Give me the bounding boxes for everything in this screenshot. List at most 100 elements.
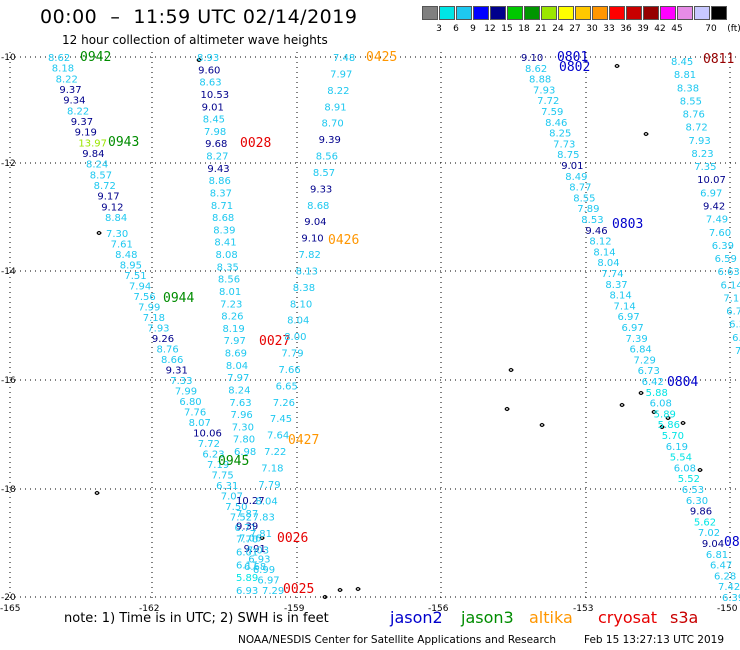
swh-value: 6.53 bbox=[682, 485, 704, 496]
swh-value: 8.48 bbox=[115, 250, 137, 261]
swh-value: 6.73 bbox=[638, 366, 660, 377]
swh-value: 9.39 bbox=[236, 522, 258, 533]
track-label: 0942 bbox=[80, 50, 111, 65]
swh-value: 7.05 bbox=[735, 346, 740, 357]
swh-value: 7.96 bbox=[231, 410, 253, 421]
swh-value: 10.27 bbox=[236, 496, 265, 507]
swh-value: 8.53 bbox=[581, 215, 603, 226]
swh-value: 9.01 bbox=[202, 102, 224, 113]
swh-value: 8.13 bbox=[296, 266, 318, 277]
scale-label: 3 bbox=[436, 24, 442, 34]
swh-value: 7.18 bbox=[261, 463, 283, 474]
scale-swatch bbox=[524, 6, 540, 20]
swh-value: 7.79 bbox=[281, 349, 303, 360]
scale-swatch bbox=[592, 6, 608, 20]
swh-value: 8.49 bbox=[565, 172, 587, 183]
swh-value: 8.18 bbox=[52, 64, 74, 75]
track-0943: 0943 bbox=[108, 135, 139, 150]
track-label: 0425 bbox=[366, 50, 397, 65]
swh-value: 6.93 bbox=[236, 586, 258, 597]
swh-value: 7.39 bbox=[626, 334, 648, 345]
swh-value: 7.93 bbox=[688, 136, 710, 147]
island-outline bbox=[196, 57, 202, 63]
note-text: note: 1) Time is in UTC; 2) SWH is in fe… bbox=[64, 611, 329, 626]
swh-value: 7.80 bbox=[233, 435, 255, 446]
swh-value: 6.75 bbox=[726, 307, 740, 318]
island-outline bbox=[94, 490, 100, 496]
island-outline bbox=[96, 230, 102, 236]
island-outline bbox=[638, 390, 644, 396]
swh-value: 6.80 bbox=[179, 397, 201, 408]
scale-swatch bbox=[507, 6, 523, 20]
swh-value: 8.26 bbox=[221, 312, 243, 323]
swh-value: 6.99 bbox=[253, 565, 275, 576]
swh-value: 8.37 bbox=[210, 188, 232, 199]
swh-value: 9.84 bbox=[82, 149, 104, 160]
island-outline bbox=[337, 587, 343, 593]
scale-unit: (ft) bbox=[727, 24, 740, 34]
axis-labels: -165 -162 -159 -156 -153 -150 -10 -12 -14 -16 -18 -… bbox=[0, 53, 738, 614]
swh-value: 7.81 bbox=[250, 529, 272, 540]
track-0802: 0802 bbox=[559, 60, 590, 75]
track-label: 08 bbox=[724, 535, 740, 550]
track-0801: 9.108.628.887.937.727.598.468.257.738.75… bbox=[521, 50, 740, 604]
tracks: 8.628.188.229.379.348.229.379.1913.979.8… bbox=[48, 50, 740, 604]
swh-value: 6.97 bbox=[700, 188, 722, 199]
swh-value: 8.04 bbox=[287, 316, 309, 327]
swh-value: 8.22 bbox=[327, 86, 349, 97]
swh-value: 8.56 bbox=[218, 275, 240, 286]
swh-value: 7.35 bbox=[694, 162, 716, 173]
swh-value: 8.75 bbox=[557, 150, 579, 161]
swh-value: 9.10 bbox=[301, 234, 323, 245]
swh-value: 7.97 bbox=[330, 69, 352, 80]
swh-value: 6.97 bbox=[617, 312, 639, 323]
swh-value: 9.39 bbox=[319, 135, 341, 146]
lon-tick-label: -165 bbox=[0, 604, 20, 614]
island-outline bbox=[614, 63, 620, 69]
swh-value: 7.93 bbox=[533, 85, 555, 96]
swh-value: 6.65 bbox=[276, 381, 298, 392]
track-0026: 10.27 7.87 9.39 7.706.01 6.11 5.89 6.93 0026 bbox=[236, 496, 308, 597]
swh-value: 8.37 bbox=[605, 280, 627, 291]
swh-value: 8.66 bbox=[161, 355, 183, 366]
track-label: 0426 bbox=[328, 233, 359, 248]
lon-tick-label: -153 bbox=[573, 604, 593, 614]
scale-swatch bbox=[541, 6, 557, 20]
scale-label: 33 bbox=[603, 24, 615, 34]
swh-value: 7.29 bbox=[262, 586, 284, 597]
swh-value: 7.60 bbox=[709, 228, 731, 239]
swh-value: 6.63 bbox=[718, 267, 740, 278]
swh-value: 7.14 bbox=[613, 301, 635, 312]
swh-value: 9.04 bbox=[304, 217, 326, 228]
swh-value: 7.26 bbox=[273, 398, 295, 409]
swh-value: 6.01 bbox=[236, 547, 258, 558]
swh-value: 7.50 bbox=[225, 502, 247, 513]
scale-swatch bbox=[609, 6, 625, 20]
swh-value: 9.04 bbox=[702, 539, 724, 550]
swh-value: 8.24 bbox=[86, 160, 108, 171]
swh-value: 7.72 bbox=[198, 439, 220, 450]
scale-label: 12 bbox=[484, 24, 496, 34]
scale-swatch bbox=[558, 6, 574, 20]
swh-value: 9.46 bbox=[585, 226, 607, 237]
island-outline bbox=[355, 586, 361, 592]
swh-value: 7.64 bbox=[267, 431, 289, 442]
scale-swatch bbox=[694, 6, 710, 20]
scale-swatch bbox=[575, 6, 591, 20]
swh-value: 5.89 bbox=[654, 409, 676, 420]
swh-value: 7.73 bbox=[553, 139, 575, 150]
swh-value: 8.57 bbox=[90, 170, 112, 181]
scale-swatch bbox=[422, 6, 438, 20]
scale-swatch bbox=[711, 6, 727, 20]
swh-value: 7.74 bbox=[601, 269, 623, 280]
swh-value: 6.59 bbox=[715, 254, 737, 265]
swh-value: 6.28 bbox=[714, 571, 736, 582]
island-outline bbox=[504, 406, 510, 412]
lat-tick-label: -12 bbox=[1, 159, 16, 169]
swh-value: 8.62 bbox=[525, 64, 547, 75]
swh-value: 7.30 bbox=[106, 229, 128, 240]
swh-value: 6.42 bbox=[642, 377, 664, 388]
scale-swatch bbox=[643, 6, 659, 20]
swh-value: 8.55 bbox=[573, 193, 595, 204]
